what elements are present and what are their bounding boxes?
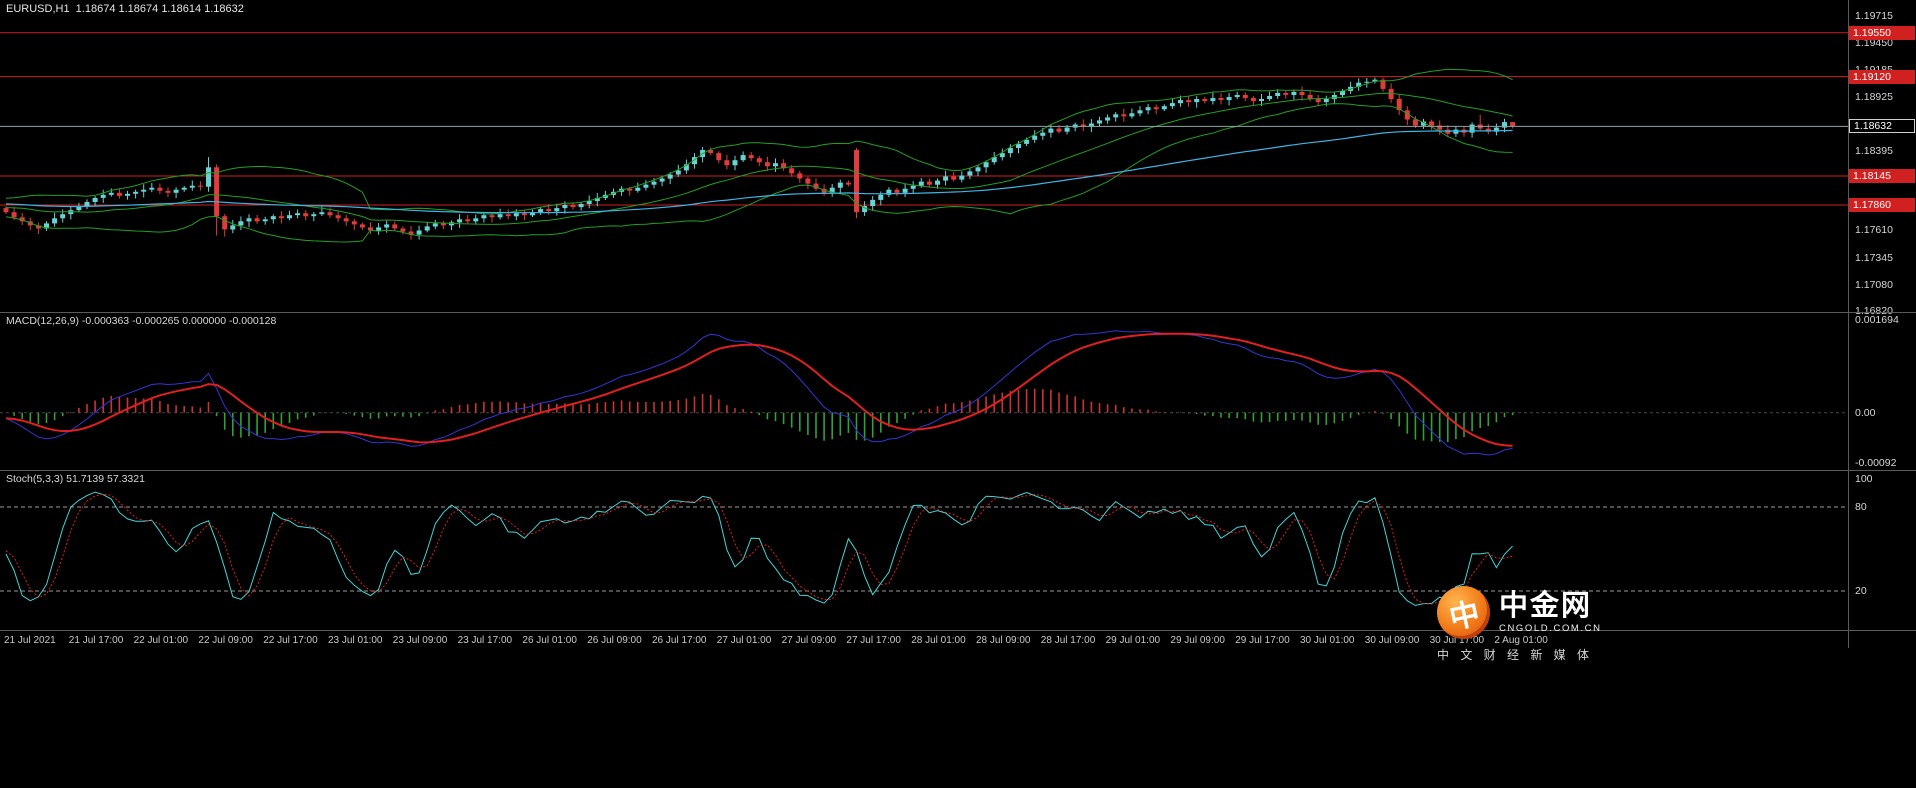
time-axis-label: 29 Jul 17:00	[1235, 635, 1290, 646]
price-axis-separator	[1848, 0, 1849, 648]
time-axis-label: 23 Jul 09:00	[392, 635, 448, 646]
macd-main-line	[5, 330, 1513, 456]
stochastic-indicator-panel: Stoch(5,3,3) 51.7139 57.3321	[0, 470, 1848, 630]
bollinger-lower-band	[5, 103, 1513, 243]
time-axis-label: 22 Jul 17:00	[263, 635, 318, 646]
time-axis-label: 22 Jul 09:00	[198, 635, 253, 646]
macd-panel-canvas[interactable]	[0, 312, 1848, 470]
stoch-d-line	[5, 493, 1513, 605]
time-axis-label: 29 Jul 09:00	[1170, 635, 1225, 646]
time-axis-label: 30 Jul 01:00	[1300, 635, 1355, 646]
stochastic-indicator-label: Stoch(5,3,3) 51.7139 57.3321	[6, 473, 145, 485]
price-axis-label: 1.19450	[1855, 37, 1893, 49]
stoch-axis-label: 20	[1855, 585, 1867, 597]
price-axis-label: 1.18925	[1855, 90, 1893, 103]
price-axis-label: 1.16820	[1855, 305, 1893, 317]
time-axis-label: 21 Jul 17:00	[68, 635, 124, 646]
watermark-domain: CNGOLD.COM.CN	[1499, 623, 1602, 635]
macd-panel-resize-handle[interactable]	[0, 312, 1916, 313]
time-axis-label: 28 Jul 09:00	[976, 635, 1031, 646]
level-price-tag: 1.17860	[1849, 198, 1915, 213]
time-axis-label: 27 Jul 17:00	[846, 635, 901, 646]
price-chart-panel: EURUSD,H1 1.18674 1.18674 1.18614 1.1863…	[0, 0, 1848, 312]
time-axis-label: 26 Jul 01:00	[522, 635, 577, 646]
price-axis-label: 1.17610	[1855, 224, 1893, 237]
macd-signal-line	[5, 332, 1513, 447]
price-axis-label: 1.17345	[1855, 251, 1893, 264]
stochastic-panel-resize-handle[interactable]	[0, 470, 1916, 471]
time-axis-label: 27 Jul 09:00	[781, 635, 837, 646]
stoch-axis-label: 80	[1855, 501, 1867, 513]
cngold-logo-glyph: 中	[1446, 596, 1483, 636]
time-axis-label: 30 Jul 09:00	[1364, 635, 1420, 646]
time-axis-label: 26 Jul 17:00	[652, 635, 707, 646]
slow-ma-line	[5, 129, 1513, 214]
macd-indicator-panel: MACD(12,26,9) -0.000363 -0.000265 0.0000…	[0, 312, 1848, 470]
time-axis-label: 28 Jul 01:00	[911, 635, 966, 646]
stochastic-panel-canvas[interactable]	[0, 470, 1848, 630]
macd-axis-label: 0.001694	[1855, 314, 1899, 326]
time-axis[interactable]: 21 Jul 2021 21 Jul 17:00 22 Jul 01:00 22 Ju…	[0, 631, 1848, 650]
level-price-tag: 1.19120	[1849, 69, 1915, 84]
time-axis-label: 28 Jul 17:00	[1040, 635, 1096, 646]
watermark-tagline: 中 文 财 经 新 媒 体	[1437, 648, 1594, 662]
time-axis-label: 30 Jul 17:00	[1429, 635, 1485, 646]
horizontal-level-lines	[0, 32, 1848, 206]
time-axis-label: 23 Jul 01:00	[328, 635, 383, 646]
watermark-brand: 中金网	[1499, 589, 1593, 622]
time-axis-separator	[0, 630, 1916, 631]
stoch-axis-label: 100	[1855, 473, 1873, 485]
level-price-tag: 1.18145	[1849, 168, 1915, 183]
time-axis-label: 2 Aug 01:00	[1494, 635, 1548, 646]
level-price-tag: 1.19550	[1849, 25, 1915, 40]
cngold-logo-icon: 中	[1437, 586, 1490, 639]
price-axis-label: 1.17080	[1855, 278, 1893, 291]
time-axis-label: 21 Jul 2021	[4, 635, 56, 646]
bollinger-upper-band	[5, 68, 1513, 215]
price-chart-canvas[interactable]	[0, 0, 1848, 312]
bollinger-middle-band	[5, 92, 1513, 225]
time-axis-label: 23 Jul 17:00	[457, 635, 513, 646]
stoch-k-line	[5, 491, 1513, 606]
macd-histogram	[5, 388, 1514, 443]
cngold-watermark: 中 中金网 CNGOLD.COM.CN 中 文 财 经 新 媒 体	[1437, 586, 1612, 663]
time-axis-label: 26 Jul 09:00	[587, 635, 642, 646]
current-price-tag: 1.18632	[1849, 119, 1915, 134]
price-axis-label: 1.19715	[1855, 10, 1893, 22]
price-axis[interactable]: 1.197151.194501.191851.189251.186601.183…	[1849, 0, 1916, 630]
time-axis-label: 22 Jul 01:00	[133, 635, 189, 646]
time-axis-label: 27 Jul 01:00	[716, 635, 772, 646]
macd-axis-label: -0.00092	[1855, 457, 1897, 469]
chart-ohlc-label: EURUSD,H1 1.18674 1.18674 1.18614 1.1863…	[6, 3, 244, 15]
price-axis-label: 1.18395	[1855, 144, 1893, 157]
candlestick-series	[3, 77, 1516, 240]
macd-indicator-label: MACD(12,26,9) -0.000363 -0.000265 0.0000…	[6, 315, 277, 327]
macd-axis-label: 0.00	[1855, 406, 1876, 419]
time-axis-label: 29 Jul 01:00	[1105, 635, 1161, 646]
